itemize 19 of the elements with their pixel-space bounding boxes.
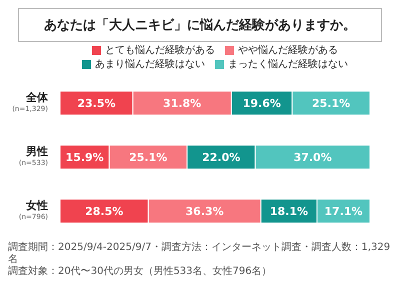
- legend-label: あまり悩んだ経験はない: [95, 59, 205, 70]
- data-label: 28.5%: [85, 205, 124, 218]
- data-label: 22.0%: [202, 151, 240, 164]
- legend-label: やや悩んだ経験がある: [238, 45, 338, 56]
- data-label: 18.1%: [270, 205, 308, 218]
- data-label: 25.1%: [129, 151, 168, 164]
- text: 調査期間：2025/9/4-2025/9/7・調査方法：インターネット調査・調査人数：1,329名: [8, 242, 392, 266]
- data-label: 31.8%: [163, 97, 202, 110]
- data-label: 25.1%: [312, 97, 350, 110]
- data-label: 17.1%: [324, 205, 363, 218]
- data-label: 36.3%: [186, 205, 224, 218]
- legend-label: まったく悩んだ経験はない: [228, 59, 348, 70]
- data-label: 23.5%: [77, 97, 116, 110]
- data-label: 37.0%: [294, 151, 332, 164]
- chart-title: あなたは「大人ニキビ」に悩んだ経験がありますか。: [18, 8, 382, 42]
- data-label: 19.6%: [242, 97, 281, 110]
- text: 調査対象：20代〜30代の男女（男性533名、女性796名）: [8, 266, 273, 278]
- data-label: 15.9%: [66, 151, 104, 164]
- legend-label: とても悩んだ経験がある: [105, 45, 215, 56]
